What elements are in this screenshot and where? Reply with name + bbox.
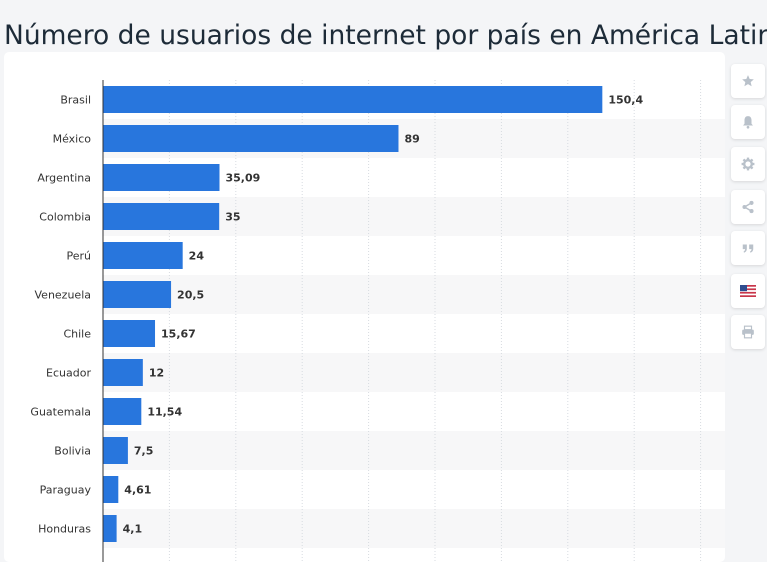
- value-label: 35: [225, 211, 240, 224]
- page-title: Número de usuarios de internet por país …: [4, 19, 767, 51]
- category-label: Honduras: [38, 523, 91, 536]
- settings-button[interactable]: [731, 147, 765, 181]
- bell-icon: [743, 116, 753, 129]
- category-label: Venezuela: [35, 289, 92, 302]
- row-stripe: [103, 509, 725, 548]
- value-label: 4,1: [123, 523, 143, 536]
- bar: [103, 242, 183, 269]
- category-label: Bolivia: [54, 445, 91, 458]
- category-label: Argentina: [37, 172, 91, 185]
- bar-chart: Brasil 150,4 México 89 Argentina 35,09 Colombi…: [30, 80, 725, 562]
- category-label: Brasil: [60, 94, 91, 107]
- value-label: 89: [404, 133, 419, 146]
- value-label: 35,09: [225, 172, 260, 185]
- value-label: 4,61: [124, 484, 151, 497]
- print-button[interactable]: [731, 315, 765, 349]
- row-stripe: [103, 353, 725, 392]
- print-icon: [742, 325, 754, 339]
- bar: [103, 398, 142, 425]
- flag-icon: [740, 285, 756, 297]
- category-label: Perú: [66, 250, 91, 263]
- value-label: 20,5: [177, 289, 204, 302]
- value-label: 7,5: [134, 445, 154, 458]
- cite-button[interactable]: [731, 231, 765, 265]
- gear-icon: [741, 157, 755, 171]
- row-stripe: [103, 431, 725, 470]
- bar: [103, 359, 143, 386]
- bar: [103, 476, 119, 503]
- value-label: 24: [189, 250, 205, 263]
- value-label: 15,67: [161, 328, 196, 341]
- value-label: 11,54: [147, 406, 182, 419]
- bar: [103, 164, 220, 191]
- bar: [103, 320, 156, 347]
- category-label: Colombia: [39, 211, 91, 224]
- quote-icon: [742, 244, 754, 253]
- language-button[interactable]: [731, 274, 765, 308]
- category-label: Paraguay: [40, 484, 92, 497]
- value-label: 150,4: [608, 94, 643, 107]
- value-label: 12: [149, 367, 164, 380]
- star-icon: [742, 75, 754, 87]
- bar: [103, 281, 172, 308]
- notification-button[interactable]: [731, 105, 765, 139]
- share-icon: [742, 200, 754, 214]
- category-label: México: [53, 133, 92, 146]
- chart-card: Brasil 150,4 México 89 Argentina 35,09 Colombi…: [4, 52, 725, 562]
- share-button[interactable]: [731, 190, 765, 224]
- bar: [103, 203, 220, 230]
- bar: [103, 86, 603, 113]
- category-label: Ecuador: [46, 367, 91, 380]
- category-label: Chile: [63, 328, 91, 341]
- bar: [103, 125, 399, 152]
- bar: [103, 437, 128, 464]
- category-label: Guatemala: [30, 406, 91, 419]
- row-stripe: [103, 275, 725, 314]
- bar: [103, 515, 117, 542]
- favorite-button[interactable]: [731, 64, 765, 98]
